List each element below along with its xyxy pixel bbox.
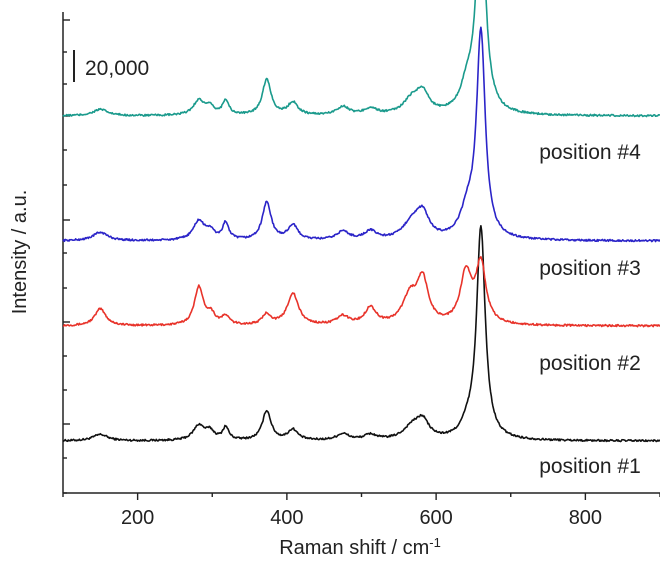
x-axis-title-text: Raman shift / cm — [279, 537, 429, 559]
series-label: position #1 — [539, 455, 641, 478]
x-tick-label: 200 — [121, 507, 154, 529]
x-tick-label: 800 — [569, 507, 602, 529]
axes: 200 400 600 800 — [62, 12, 660, 529]
scale-bar: 20,000 — [73, 50, 149, 82]
series-line — [62, 26, 660, 243]
x-tick-label: 400 — [270, 507, 303, 529]
x-axis-title: Raman shift / cm-1 — [279, 535, 441, 560]
y-axis-ticks — [63, 19, 70, 494]
x-axis-ticks: 200 400 600 800 — [62, 493, 660, 529]
series-line — [62, 225, 660, 443]
series-label: position #4 — [539, 141, 641, 164]
y-axis-title: Intensity / a.u. — [9, 190, 31, 315]
x-tick-label: 600 — [419, 507, 452, 529]
scale-bar-label: 20,000 — [85, 57, 149, 80]
series-label: position #3 — [539, 257, 641, 280]
series-label: position #2 — [539, 352, 641, 375]
series-line — [62, 0, 660, 118]
x-axis-title-sup: -1 — [429, 535, 441, 550]
series-labels: position #1 position #2 position #3 positio… — [539, 141, 641, 478]
series-line — [62, 255, 660, 328]
series-group — [62, 0, 660, 443]
